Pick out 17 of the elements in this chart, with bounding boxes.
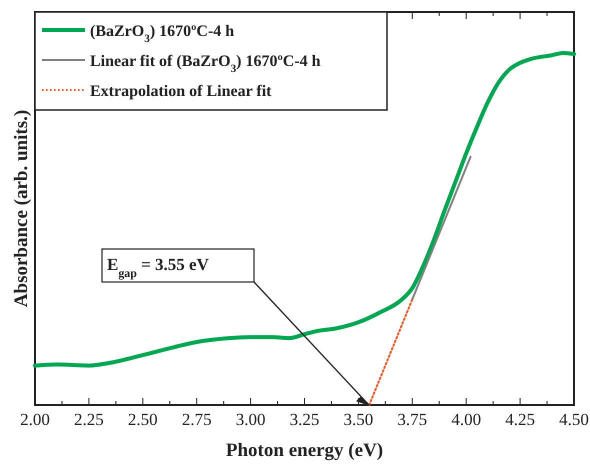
x-tick-label: 2.50 xyxy=(128,410,158,429)
x-tick-label: 3.25 xyxy=(290,410,320,429)
legend-label: Extrapolation of Linear fit xyxy=(90,83,272,100)
x-tick-label: 3.50 xyxy=(344,410,374,429)
x-tick-label: 3.75 xyxy=(397,410,428,429)
x-tick-label: 2.25 xyxy=(74,410,104,429)
x-tick-label: 4.25 xyxy=(505,410,535,429)
x-tick-label: 4.50 xyxy=(559,410,589,429)
x-tick-label: 2.75 xyxy=(182,410,212,429)
x-tick-label: 3.00 xyxy=(236,410,266,429)
annotation: E$_{gap}$ = 3.55 eV xyxy=(107,255,210,280)
y-axis-title: Absorbance (arb. units.) xyxy=(11,110,32,308)
legend-label: Linear fit of (BaZrO$_{3}$) 1670ºC-4 h xyxy=(90,53,321,75)
x-axis-title: Photon energy (eV) xyxy=(226,440,384,461)
x-tick-label: 2.00 xyxy=(20,410,50,429)
x-tick-label: 4.00 xyxy=(451,410,482,429)
legend-label: (BaZrO$_{3}$) 1670ºC-4 h xyxy=(90,23,234,45)
